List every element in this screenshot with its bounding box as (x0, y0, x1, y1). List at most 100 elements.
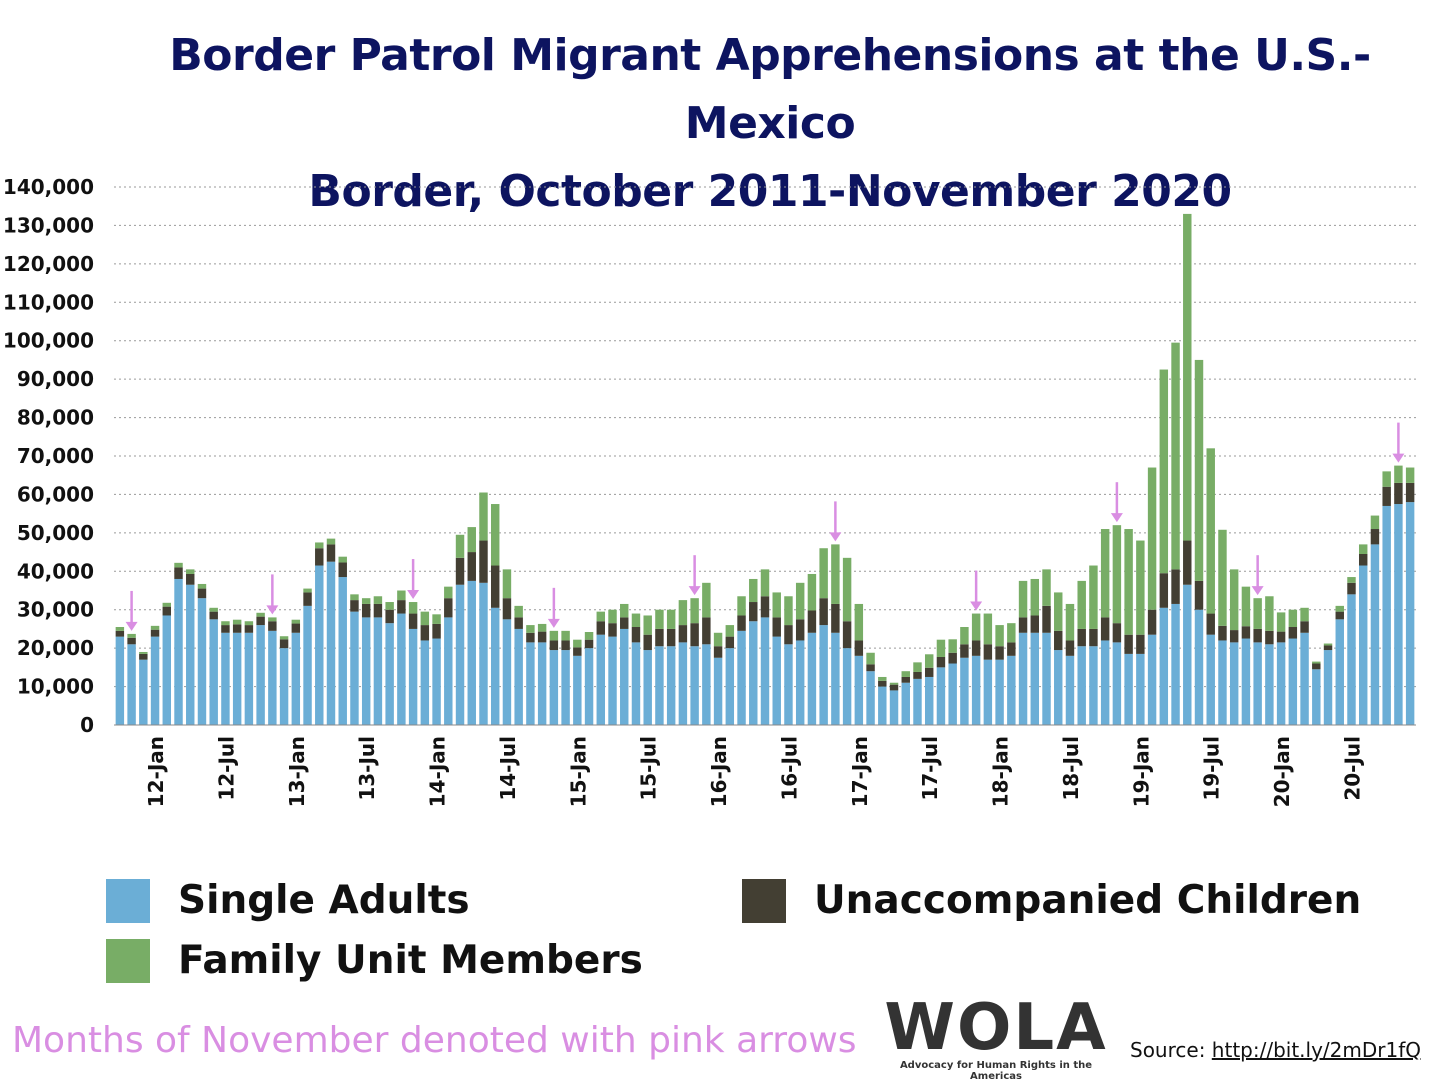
bar-segment-single (1159, 607, 1169, 725)
bar-segment-single (373, 617, 383, 725)
bar-segment-family (432, 614, 441, 624)
source-link[interactable]: http://bit.ly/2mDr1fQ (1211, 1038, 1421, 1062)
bar-segment-family (174, 562, 183, 568)
bar-segment-family (350, 594, 359, 601)
bar-segment-single (1007, 655, 1016, 725)
bar-segment-family (209, 607, 218, 612)
bar-segment-uac (221, 625, 230, 633)
x-tick-label: 12-Jan (144, 736, 168, 807)
y-tick-label: 120,000 (3, 252, 94, 276)
y-tick-label: 140,000 (3, 175, 94, 199)
bar-segment-single (608, 636, 617, 725)
bar-segment-family (1018, 580, 1028, 618)
bar-segment-family (197, 583, 207, 589)
bar-segment-single (819, 625, 828, 725)
bar-segment-single (197, 598, 207, 725)
bar-segment-uac (549, 640, 559, 651)
bar-segment-family (1077, 580, 1086, 629)
bar-segment-family (1089, 565, 1098, 629)
bar-segment-family (162, 602, 172, 607)
bar-segment-single (924, 676, 934, 725)
bar-segment-uac (725, 636, 735, 649)
bar-segment-uac (420, 625, 430, 641)
bar-segment-uac (432, 623, 441, 639)
x-tick-label: 15-Jan (566, 736, 590, 807)
bar-segment-uac (514, 617, 523, 629)
source-label: Source: (1130, 1038, 1206, 1062)
bar-segment-uac (1124, 634, 1133, 654)
bar-segment-family (1124, 529, 1133, 635)
bar-segment-family (385, 602, 394, 610)
bar-segment-uac (596, 621, 606, 635)
bar-segment-uac (971, 640, 981, 656)
x-tick-label: 16-Jul (777, 736, 801, 801)
wola-logo-tagline: Advocacy for Human Rights in the America… (899, 1060, 1093, 1082)
bar-segment-family (291, 619, 301, 624)
bar-segment-uac (889, 684, 899, 691)
bar-segment-single (115, 636, 125, 725)
bar-segment-single (620, 628, 629, 725)
bar-segment-single (432, 638, 441, 725)
bar-segment-family (831, 544, 840, 604)
bar-segment-family (139, 651, 148, 654)
bar-segment-uac (795, 619, 805, 641)
bar-segment-uac (561, 640, 570, 651)
bar-segment-uac (842, 621, 852, 649)
bar-segment-uac (655, 628, 664, 647)
bar-segment-family (1054, 592, 1063, 631)
bar-segment-family (819, 548, 828, 599)
bar-segment-family (1288, 609, 1298, 628)
x-tick-label: 13-Jan (285, 736, 309, 807)
bar-segment-single (573, 655, 582, 725)
y-tick-label: 0 (80, 713, 94, 737)
bar-segment-uac (408, 613, 418, 629)
bar-segment-single (1300, 632, 1309, 725)
bar-segment-family (971, 613, 981, 641)
bar-segment-uac (1065, 640, 1075, 656)
bar-segment-family (608, 609, 617, 624)
bar-segment-single (1253, 642, 1262, 725)
bar-segment-uac (1347, 582, 1356, 595)
bar-segment-family (807, 573, 817, 611)
bar-segment-single (1229, 642, 1239, 725)
bar-segment-uac (620, 617, 629, 629)
bar-segment-family (1323, 643, 1333, 646)
bar-segment-uac (1300, 621, 1309, 633)
bar-segment-family (960, 627, 969, 645)
bar-segment-single (995, 659, 1004, 725)
bar-segment-single (1218, 640, 1227, 725)
bar-segment-uac (326, 544, 336, 562)
bar-segment-single (854, 655, 864, 725)
bar-segment-uac (455, 557, 465, 585)
bar-segment-family (455, 534, 465, 558)
bar-segment-single (631, 642, 641, 725)
bar-segment-uac (315, 548, 324, 566)
bar-segment-single (1288, 638, 1298, 725)
bar-segment-uac (197, 588, 207, 599)
bar-segment-family (115, 627, 125, 631)
bar-segment-family (1218, 529, 1227, 626)
bar-segment-uac (643, 634, 652, 651)
bar-segment-single (244, 632, 254, 725)
bar-segment-single (209, 619, 218, 725)
bar-segment-single (455, 584, 465, 725)
bar-segment-single (397, 613, 406, 725)
chart-title-line1: Border Patrol Migrant Apprehensions at t… (169, 30, 1371, 149)
november-arrow-head (266, 605, 279, 615)
bar-segment-uac (397, 600, 406, 614)
bar-segment-family (1229, 569, 1239, 631)
bar-segment-uac (373, 603, 383, 618)
bar-segment-uac (807, 610, 817, 633)
y-tick-label: 90,000 (17, 367, 94, 391)
bar-segment-family (1276, 612, 1286, 632)
bar-segment-single (971, 655, 981, 725)
bar-segment-family (1382, 471, 1391, 487)
bar-segment-uac (1312, 663, 1321, 670)
legend-unaccompanied-children: Unaccompanied Children (742, 878, 1361, 923)
bar-segment-single (303, 605, 312, 725)
bar-segment-uac (1382, 486, 1391, 506)
bar-segment-single (1077, 646, 1086, 725)
bar-segment-uac (162, 606, 172, 616)
bar-segment-family (655, 609, 664, 629)
bar-segment-family (1335, 605, 1344, 612)
